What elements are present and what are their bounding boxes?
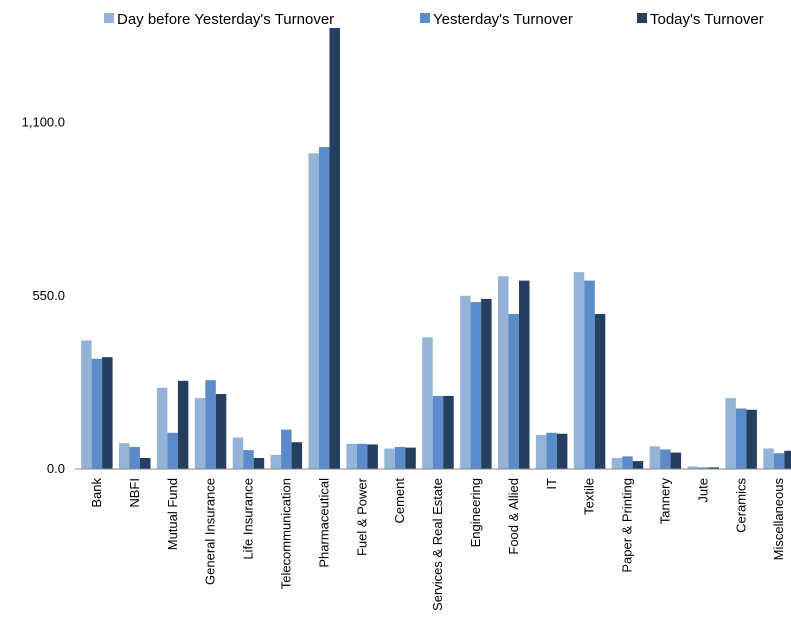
legend-swatch-yesterday: [420, 13, 430, 23]
bar: [784, 450, 791, 469]
bar: [156, 387, 168, 469]
x-tick-label: Bank: [89, 478, 104, 508]
y-tick-label: 550.0: [32, 288, 65, 303]
bar: [660, 449, 671, 469]
y-axis: 0.0 550.0 1,100.0: [22, 115, 65, 477]
bar: [460, 295, 471, 469]
bar: [91, 358, 103, 469]
x-tick-label: Services & Real Estate: [430, 478, 445, 611]
bar: [763, 448, 774, 469]
legend-label-yesterday: Yesterday's Turnover: [433, 11, 573, 28]
bar: [194, 398, 206, 470]
legend-label-day-before: Day before Yesterday's Turnover: [117, 11, 334, 28]
bar: [573, 272, 585, 470]
x-tick-label: Food & Allied: [506, 478, 521, 555]
x-tick-label: NBFI: [127, 478, 142, 508]
bar: [735, 408, 747, 469]
x-tick-label: Engineering: [468, 478, 483, 547]
x-tick-label: Ceramics: [733, 478, 748, 533]
bar: [708, 467, 719, 469]
bar: [270, 454, 282, 469]
bar: [243, 450, 254, 469]
x-tick-label: Mutual Fund: [165, 478, 180, 550]
bar: [519, 280, 530, 469]
bar: [498, 276, 509, 469]
bar: [746, 409, 757, 469]
bar: [405, 447, 416, 469]
bar: [308, 153, 319, 469]
legend: Day before Yesterday's Turnover Yesterda…: [104, 11, 764, 28]
bar: [319, 147, 330, 469]
bar: [81, 340, 92, 469]
bar: [291, 442, 303, 469]
bar: [670, 452, 682, 469]
bar: [102, 357, 113, 469]
y-tick-label: 0.0: [47, 461, 65, 476]
bar: [443, 395, 454, 469]
bar: [773, 453, 785, 469]
x-tick-label: Telecommunication: [278, 478, 293, 589]
bar: [622, 456, 633, 469]
x-tick-label: Tannery: [658, 478, 673, 525]
y-tick-label: 1,100.0: [22, 115, 65, 130]
bar: [281, 429, 292, 470]
x-tick-label: Pharmaceutical: [316, 478, 331, 568]
bar: [232, 437, 244, 469]
bar: [432, 395, 444, 469]
bar: [422, 337, 433, 469]
x-tick-label: Miscellaneous: [771, 478, 786, 561]
bar: [594, 314, 606, 469]
x-tick-label: Life Insurance: [241, 478, 256, 560]
x-tick-label: Paper & Printing: [620, 478, 635, 573]
legend-swatch-today: [637, 13, 647, 23]
bars: [81, 28, 791, 470]
bar: [470, 302, 482, 469]
bar: [346, 443, 357, 469]
bar: [584, 280, 595, 469]
bar: [556, 433, 568, 469]
bar: [508, 314, 519, 469]
bar: [167, 432, 178, 469]
bar: [725, 398, 736, 470]
x-tick-label: Fuel & Power: [354, 477, 369, 556]
bar: [535, 434, 547, 469]
bar: [698, 467, 709, 469]
bar: [394, 446, 406, 469]
bar: [649, 446, 661, 469]
x-axis-labels: Bank NBFI Mutual Fund General Insurance Life…: [89, 477, 786, 611]
bar: [632, 461, 644, 470]
bar: [356, 443, 368, 469]
bar: [177, 380, 189, 469]
x-tick-label: Textile: [582, 478, 597, 515]
bar: [215, 394, 227, 469]
bar: [140, 457, 151, 469]
bar: [119, 443, 130, 469]
bar: [611, 457, 623, 469]
bar: [329, 28, 340, 469]
x-tick-label: Jute: [695, 478, 710, 503]
bar: [129, 446, 140, 469]
bar: [546, 432, 557, 469]
x-tick-label: Cement: [392, 478, 407, 524]
bar: [687, 466, 698, 469]
bar: [481, 298, 492, 469]
bar: [384, 448, 395, 469]
bar: [253, 457, 265, 469]
bar: [367, 444, 378, 469]
x-tick-label: IT: [544, 478, 559, 490]
legend-swatch-day-before: [104, 13, 114, 23]
x-tick-label: General Insurance: [203, 478, 218, 585]
bar: [205, 380, 216, 469]
legend-label-today: Today's Turnover: [650, 11, 764, 28]
